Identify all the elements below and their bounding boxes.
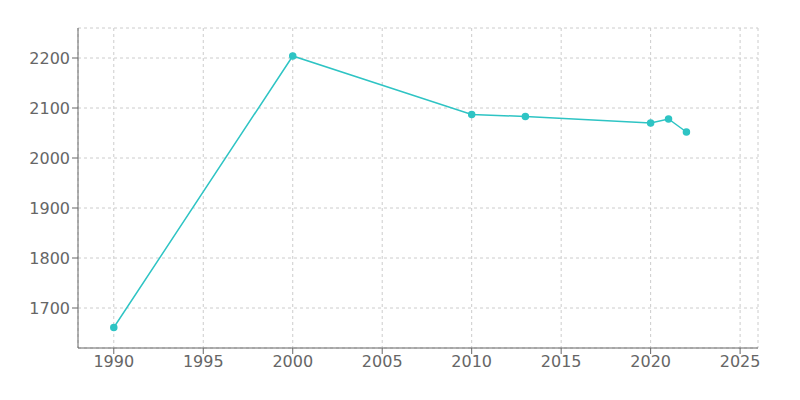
svg-text:2025: 2025 — [720, 352, 761, 371]
svg-text:2100: 2100 — [29, 99, 70, 118]
svg-text:2020: 2020 — [630, 352, 671, 371]
svg-text:2010: 2010 — [451, 352, 492, 371]
svg-text:2200: 2200 — [29, 49, 70, 68]
svg-text:1900: 1900 — [29, 199, 70, 218]
svg-text:2000: 2000 — [272, 352, 313, 371]
svg-text:1995: 1995 — [183, 352, 224, 371]
svg-text:2015: 2015 — [541, 352, 582, 371]
svg-text:2000: 2000 — [29, 149, 70, 168]
svg-text:1800: 1800 — [29, 249, 70, 268]
svg-text:2005: 2005 — [362, 352, 403, 371]
svg-text:1700: 1700 — [29, 299, 70, 318]
svg-text:1990: 1990 — [93, 352, 134, 371]
